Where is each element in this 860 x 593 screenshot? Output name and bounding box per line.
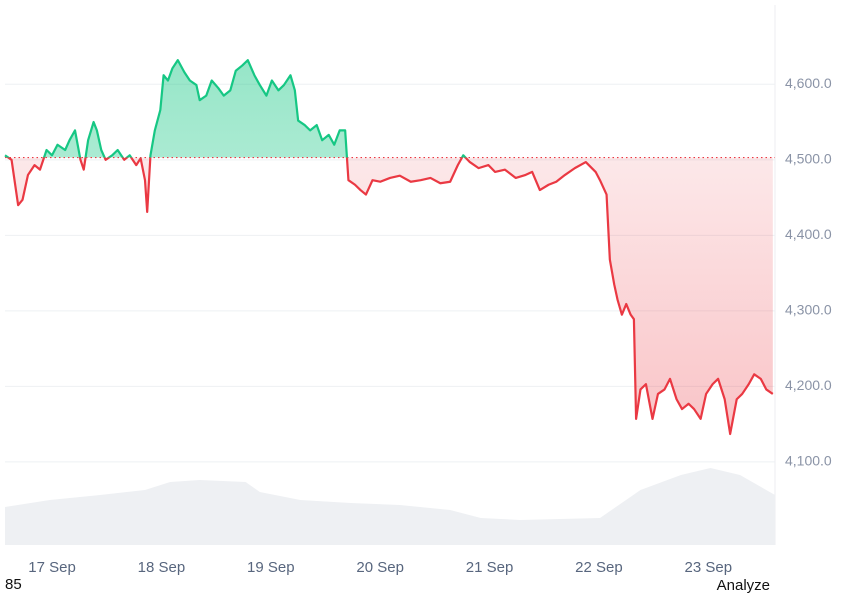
footer-left: 85 xyxy=(5,576,22,593)
price-line-down xyxy=(6,157,774,436)
area-above xyxy=(5,60,773,158)
price-line-up xyxy=(4,59,467,158)
volume-area xyxy=(5,468,775,545)
x-tick-label: 18 Sep xyxy=(138,559,186,576)
x-tick-label: 21 Sep xyxy=(466,559,514,576)
x-tick-label: 19 Sep xyxy=(247,559,295,576)
x-tick-label: 17 Sep xyxy=(28,559,76,576)
y-tick-label: 4,600.0 xyxy=(785,75,832,91)
x-tick-label: 23 Sep xyxy=(685,559,733,576)
x-tick-label: 20 Sep xyxy=(356,559,404,576)
y-tick-label: 4,400.0 xyxy=(785,226,832,242)
y-tick-label: 4,100.0 xyxy=(785,453,832,469)
y-tick-label: 4,200.0 xyxy=(785,377,832,393)
area-below xyxy=(8,157,773,434)
y-tick-label: 4,500.0 xyxy=(785,151,832,167)
y-tick-label: 4,300.0 xyxy=(785,302,832,318)
analyze-button[interactable]: Analyze xyxy=(717,577,770,593)
x-tick-label: 22 Sep xyxy=(575,559,623,576)
